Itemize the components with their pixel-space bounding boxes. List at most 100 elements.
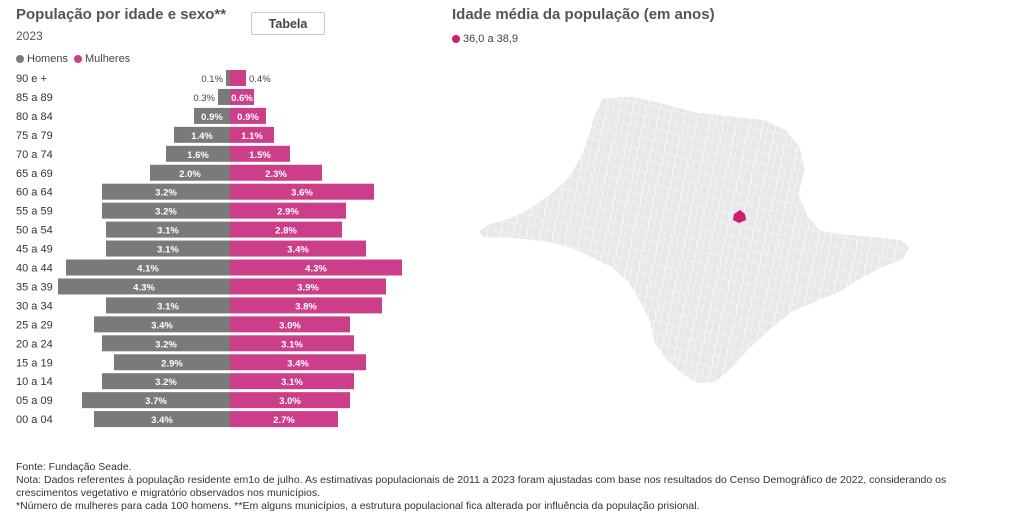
bar-women-label: 0.6% xyxy=(231,93,253,104)
bar-women[interactable] xyxy=(230,316,350,333)
bar-men[interactable] xyxy=(218,88,230,105)
legend-item-women[interactable]: Mulheres xyxy=(73,53,130,65)
bar-women[interactable] xyxy=(230,392,350,409)
bar-women-label: 2.7% xyxy=(273,415,295,426)
sao-paulo-state-map[interactable] xyxy=(470,90,920,390)
pyramid-title: População por idade e sexo** xyxy=(16,6,227,23)
bar-men[interactable] xyxy=(102,183,230,200)
bar-men[interactable] xyxy=(174,126,230,143)
legend-item-men[interactable]: Homens xyxy=(16,53,68,65)
bar-women[interactable] xyxy=(230,221,342,238)
bar-women[interactable] xyxy=(230,335,354,352)
bar-women[interactable] xyxy=(230,202,346,219)
municipality-grid xyxy=(478,96,910,384)
bar-men[interactable] xyxy=(106,297,230,314)
bar-men[interactable] xyxy=(106,221,230,238)
bar-men[interactable] xyxy=(106,240,230,257)
bar-women[interactable] xyxy=(230,411,338,428)
map-legend-label: 36,0 a 38,9 xyxy=(463,33,519,45)
age-category-label: 05 a 09 xyxy=(16,395,53,407)
bar-women-label: 3.0% xyxy=(279,396,301,407)
bar-women-label: 3.1% xyxy=(281,339,303,350)
bar-men[interactable] xyxy=(58,278,230,295)
map-legend[interactable]: 36,0 a 38,9 xyxy=(452,33,518,45)
bar-men-label: 0.9% xyxy=(201,112,223,123)
bar-women-label: 3.4% xyxy=(287,358,309,369)
legend-dot-women xyxy=(73,55,82,63)
age-category-label: 40 a 44 xyxy=(16,263,53,275)
bar-men[interactable] xyxy=(226,70,230,86)
bar-men[interactable] xyxy=(66,259,230,276)
age-category-label: 60 a 64 xyxy=(16,187,53,199)
bar-women-label: 0.4% xyxy=(249,74,271,85)
age-category-label: 00 a 04 xyxy=(16,414,53,426)
bar-women-label: 2.3% xyxy=(265,169,287,180)
bar-men-label: 2.9% xyxy=(161,358,183,369)
bar-women[interactable] xyxy=(230,354,366,371)
pyramid-legend: Homens Mulheres xyxy=(16,53,130,65)
bar-women-label: 4.3% xyxy=(305,264,327,275)
bar-women[interactable] xyxy=(230,70,246,86)
bar-men-label: 3.1% xyxy=(157,301,179,312)
age-category-label: 70 a 74 xyxy=(16,149,53,161)
map-legend-dot xyxy=(452,35,460,43)
bar-women-label: 1.1% xyxy=(241,131,263,142)
bar-women[interactable] xyxy=(230,107,266,124)
bar-men-label: 0.1% xyxy=(201,74,223,85)
bar-men-label: 1.6% xyxy=(187,150,209,161)
age-category-label: 55 a 59 xyxy=(16,206,53,218)
highlighted-municipality[interactable] xyxy=(733,210,746,223)
bar-men[interactable] xyxy=(114,354,230,371)
bar-men[interactable] xyxy=(102,373,230,390)
bar-men-label: 1.4% xyxy=(191,131,213,142)
age-category-label: 10 a 14 xyxy=(16,376,53,388)
bar-men[interactable] xyxy=(166,145,230,162)
bar-men[interactable] xyxy=(150,164,230,181)
bar-men[interactable] xyxy=(82,392,230,409)
age-category-label: 85 a 89 xyxy=(16,92,53,104)
map-title: Idade média da população (em anos) xyxy=(452,6,715,23)
bar-men[interactable] xyxy=(102,202,230,219)
bar-men-label: 4.1% xyxy=(137,264,159,275)
age-category-label: 45 a 49 xyxy=(16,244,53,256)
bar-women[interactable] xyxy=(230,259,402,276)
bar-women[interactable] xyxy=(230,88,254,105)
bar-men-label: 3.2% xyxy=(155,188,177,199)
bar-women-label: 3.4% xyxy=(287,245,309,256)
bar-women[interactable] xyxy=(230,373,354,390)
age-category-label: 80 a 84 xyxy=(16,111,53,123)
bar-women-label: 3.6% xyxy=(291,188,313,199)
bar-men-label: 3.7% xyxy=(145,396,167,407)
bar-women[interactable] xyxy=(230,145,290,162)
bar-women-label: 0.9% xyxy=(237,112,259,123)
age-category-label: 90 e + xyxy=(16,73,47,85)
age-category-label: 35 a 39 xyxy=(16,281,53,293)
age-category-label: 75 a 79 xyxy=(16,130,53,142)
bar-men-label: 0.3% xyxy=(193,93,215,104)
bar-women[interactable] xyxy=(230,183,374,200)
bar-men[interactable] xyxy=(194,107,230,124)
bar-women[interactable] xyxy=(230,297,382,314)
bar-men-label: 3.4% xyxy=(151,415,173,426)
age-category-label: 50 a 54 xyxy=(16,225,53,237)
bar-women[interactable] xyxy=(230,240,366,257)
bar-men-label: 3.1% xyxy=(157,226,179,237)
population-pyramid-chart: 90 e + 0.1% 0.4% 85 a 89 0.3% 0.6% 80 a 84 0.9%… xyxy=(16,70,402,428)
bar-women[interactable] xyxy=(230,126,274,143)
pyramid-year: 2023 xyxy=(16,29,43,43)
bar-women-label: 3.1% xyxy=(281,377,303,388)
bar-men[interactable] xyxy=(102,335,230,352)
table-button[interactable]: Tabela xyxy=(251,12,325,35)
source-note: Fonte: Fundação Seade. xyxy=(16,461,132,473)
bar-men-label: 3.2% xyxy=(155,207,177,218)
footnote: *Número de mulheres para cada 100 homens… xyxy=(16,500,700,512)
bar-women[interactable] xyxy=(230,164,322,181)
legend-dot-men xyxy=(16,55,24,63)
bar-men[interactable] xyxy=(94,316,230,333)
bar-women-label: 3.8% xyxy=(295,301,317,312)
age-category-label: 65 a 69 xyxy=(16,168,53,180)
bar-men[interactable] xyxy=(94,411,230,428)
bar-women[interactable] xyxy=(230,278,386,295)
bar-women-label: 2.8% xyxy=(275,226,297,237)
bar-women-label: 2.9% xyxy=(277,207,299,218)
